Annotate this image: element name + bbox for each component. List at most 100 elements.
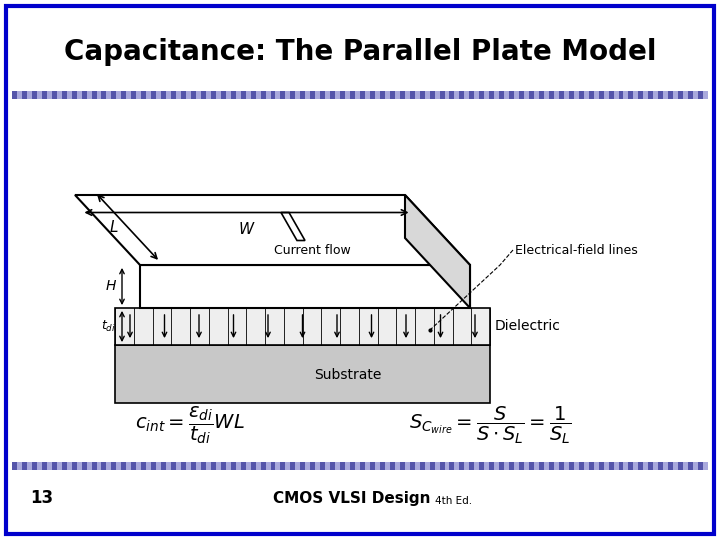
Bar (335, 91, 340, 99)
Bar (574, 462, 579, 470)
Bar (485, 462, 490, 470)
Text: 13: 13 (30, 489, 53, 507)
Bar (235, 91, 240, 99)
Bar (673, 91, 678, 99)
Bar (276, 91, 281, 99)
Bar (519, 91, 524, 99)
Bar (37, 462, 42, 470)
Bar (126, 462, 131, 470)
Bar (102, 91, 107, 99)
Bar (161, 91, 166, 99)
Bar (166, 462, 171, 470)
Bar (564, 91, 569, 99)
Bar (509, 91, 514, 99)
Bar (12, 462, 17, 470)
Bar (355, 91, 360, 99)
Bar (330, 462, 335, 470)
Bar (261, 91, 266, 99)
Bar (285, 462, 290, 470)
Bar (52, 91, 57, 99)
Bar (107, 91, 112, 99)
Bar (405, 462, 410, 470)
Bar (345, 462, 350, 470)
Bar (385, 462, 390, 470)
Bar (658, 91, 663, 99)
Bar (295, 91, 300, 99)
Bar (598, 91, 603, 99)
Bar (449, 462, 454, 470)
Bar (658, 462, 663, 470)
Bar (126, 91, 131, 99)
Bar (569, 91, 574, 99)
Bar (27, 91, 32, 99)
Bar (504, 91, 509, 99)
Bar (235, 462, 240, 470)
Bar (246, 462, 251, 470)
Bar (430, 462, 435, 470)
Bar (494, 91, 499, 99)
Bar (589, 462, 594, 470)
Bar (629, 91, 634, 99)
Bar (375, 91, 380, 99)
Bar (37, 91, 42, 99)
Bar (668, 91, 673, 99)
Bar (459, 91, 464, 99)
Bar (594, 462, 598, 470)
Bar (96, 91, 102, 99)
Bar (266, 91, 271, 99)
Bar (514, 462, 519, 470)
Bar (634, 91, 639, 99)
Bar (539, 91, 544, 99)
Bar (683, 462, 688, 470)
Bar (410, 462, 415, 470)
Bar (499, 91, 504, 99)
Bar (256, 91, 261, 99)
Bar (112, 91, 117, 99)
Bar (72, 91, 76, 99)
Bar (102, 462, 107, 470)
Bar (146, 91, 151, 99)
Bar (698, 462, 703, 470)
Bar (27, 462, 32, 470)
Bar (439, 462, 444, 470)
Bar (435, 462, 439, 470)
Text: L: L (109, 219, 118, 234)
Text: Electrical-field lines: Electrical-field lines (515, 244, 638, 256)
Bar (196, 91, 201, 99)
Bar (156, 462, 161, 470)
Bar (136, 462, 141, 470)
Bar (579, 462, 584, 470)
Bar (266, 462, 271, 470)
Bar (146, 462, 151, 470)
Bar (430, 91, 435, 99)
Bar (42, 91, 47, 99)
Bar (663, 91, 668, 99)
Bar (131, 462, 136, 470)
Bar (57, 462, 62, 470)
Bar (564, 462, 569, 470)
Bar (569, 462, 574, 470)
Bar (425, 462, 430, 470)
Bar (122, 91, 126, 99)
Bar (52, 462, 57, 470)
Bar (529, 91, 534, 99)
Bar (115, 345, 490, 403)
Text: Substrate: Substrate (314, 368, 381, 382)
Bar (449, 91, 454, 99)
Bar (469, 91, 474, 99)
Bar (703, 462, 708, 470)
Bar (559, 462, 564, 470)
Bar (115, 308, 490, 345)
Bar (67, 462, 72, 470)
Bar (524, 462, 529, 470)
Bar (474, 91, 480, 99)
Bar (117, 91, 122, 99)
Bar (281, 91, 285, 99)
Bar (603, 462, 608, 470)
Bar (256, 462, 261, 470)
Bar (355, 462, 360, 470)
Bar (653, 91, 658, 99)
Bar (136, 91, 141, 99)
Bar (420, 462, 425, 470)
Bar (201, 91, 206, 99)
